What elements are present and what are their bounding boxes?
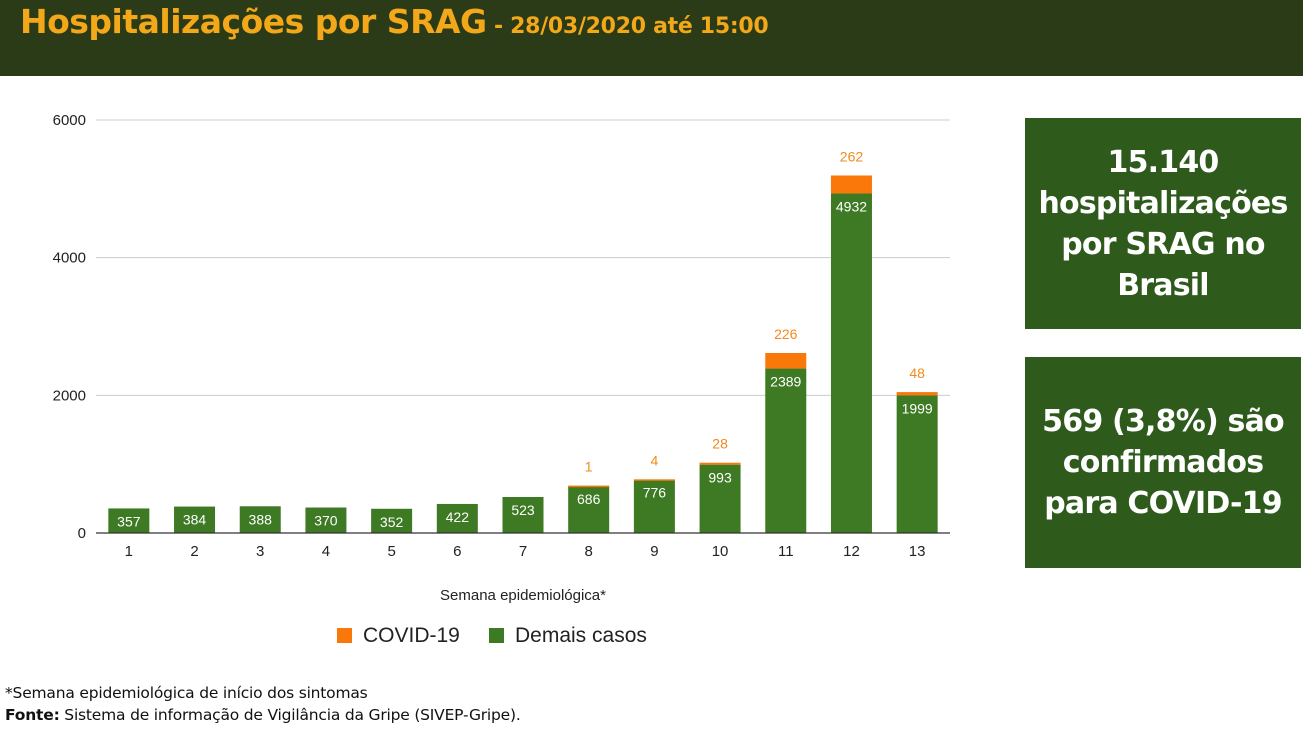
bar-covid-19 — [830, 175, 872, 194]
bar-demais-casos — [633, 479, 675, 533]
bar-demais-casos — [502, 497, 544, 533]
x-tick-label: 1 — [125, 543, 133, 560]
bar-covid-19 — [568, 485, 610, 488]
footnote: *Semana epidemiológica de início dos sin… — [5, 684, 368, 702]
title-main: Hospitalizações por SRAG — [20, 2, 487, 41]
y-tick-label: 2000 — [53, 387, 86, 404]
legend-swatch — [489, 628, 504, 643]
covid-confirmed-text: 569 (3,8%) são confirmados para COVID-19 — [1042, 404, 1284, 521]
bar-demais-casos — [699, 464, 741, 533]
demais-data-label: 523 — [511, 502, 535, 518]
demais-data-label: 388 — [249, 511, 273, 527]
demais-data-label: 4932 — [836, 199, 867, 215]
x-tick-label: 8 — [585, 543, 593, 560]
demais-data-label: 370 — [314, 513, 338, 529]
covid-data-label: 48 — [909, 365, 925, 381]
demais-data-label: 422 — [446, 509, 470, 525]
title-date: - 28/03/2020 até 15:00 — [486, 14, 769, 39]
covid-data-label: 226 — [774, 326, 798, 342]
total-hospitalizations-box: 15.140 hospitalizações por SRAG no Brasi… — [1025, 118, 1301, 329]
x-tick-label: 13 — [909, 543, 926, 560]
demais-data-label: 384 — [183, 512, 207, 528]
bar-covid-19 — [633, 479, 675, 481]
covid-data-label: 262 — [840, 148, 864, 164]
demais-data-label: 686 — [577, 491, 601, 507]
covid-data-label: 1 — [585, 459, 593, 475]
demais-data-label: 993 — [708, 470, 732, 486]
x-tick-label: 2 — [190, 543, 198, 560]
x-tick-label: 7 — [519, 543, 527, 560]
source-note: Fonte: Sistema de informação de Vigilânc… — [5, 706, 521, 724]
bar-covid-19 — [896, 392, 938, 396]
demais-data-label: 1999 — [902, 400, 933, 416]
x-tick-label: 6 — [453, 543, 461, 560]
bar-demais-casos — [371, 508, 413, 533]
demais-data-label: 352 — [380, 514, 404, 530]
bar-demais-casos — [568, 485, 610, 533]
hospitalizations-bar-chart: 0200040006000357138423883370435254226523… — [53, 112, 950, 647]
legend-label: Demais casos — [515, 624, 647, 647]
x-tick-label: 3 — [256, 543, 264, 560]
legend-swatch — [337, 628, 352, 643]
bar-demais-casos — [174, 506, 216, 533]
covid-data-label: 28 — [712, 436, 728, 452]
covid-data-label: 4 — [650, 452, 658, 468]
bar-demais-casos — [239, 506, 281, 533]
page-title: Hospitalizações por SRAG - 28/03/2020 at… — [20, 2, 769, 41]
x-tick-label: 11 — [778, 543, 794, 560]
x-tick-label: 4 — [322, 543, 330, 560]
x-tick-label: 12 — [843, 543, 860, 560]
demais-data-label: 2389 — [770, 374, 801, 390]
bar-demais-casos — [765, 368, 807, 533]
bar-demais-casos — [305, 507, 347, 533]
demais-data-label: 357 — [117, 513, 141, 529]
x-axis-label: Semana epidemiológica* — [440, 587, 606, 604]
bar-covid-19 — [699, 462, 741, 465]
bar-demais-casos — [896, 395, 938, 533]
y-tick-label: 0 — [78, 525, 86, 542]
source-label: Fonte: — [5, 706, 60, 724]
demais-data-label: 776 — [643, 485, 667, 501]
bar-covid-19 — [765, 353, 807, 369]
total-hospitalizations-text: 15.140 hospitalizações por SRAG no Brasi… — [1038, 144, 1288, 303]
header-bar: Hospitalizações por SRAG - 28/03/2020 at… — [0, 0, 1303, 76]
x-tick-label: 9 — [650, 543, 658, 560]
bar-demais-casos — [436, 503, 478, 533]
y-tick-label: 6000 — [53, 112, 86, 129]
x-tick-label: 10 — [712, 543, 729, 560]
source-text: Sistema de informação de Vigilância da G… — [59, 706, 521, 724]
bar-demais-casos — [830, 193, 872, 533]
x-tick-label: 5 — [387, 543, 395, 560]
bar-demais-casos — [108, 508, 150, 533]
y-tick-label: 4000 — [53, 250, 86, 267]
covid-confirmed-box: 569 (3,8%) são confirmados para COVID-19 — [1025, 357, 1301, 568]
legend-label: COVID-19 — [363, 624, 460, 647]
